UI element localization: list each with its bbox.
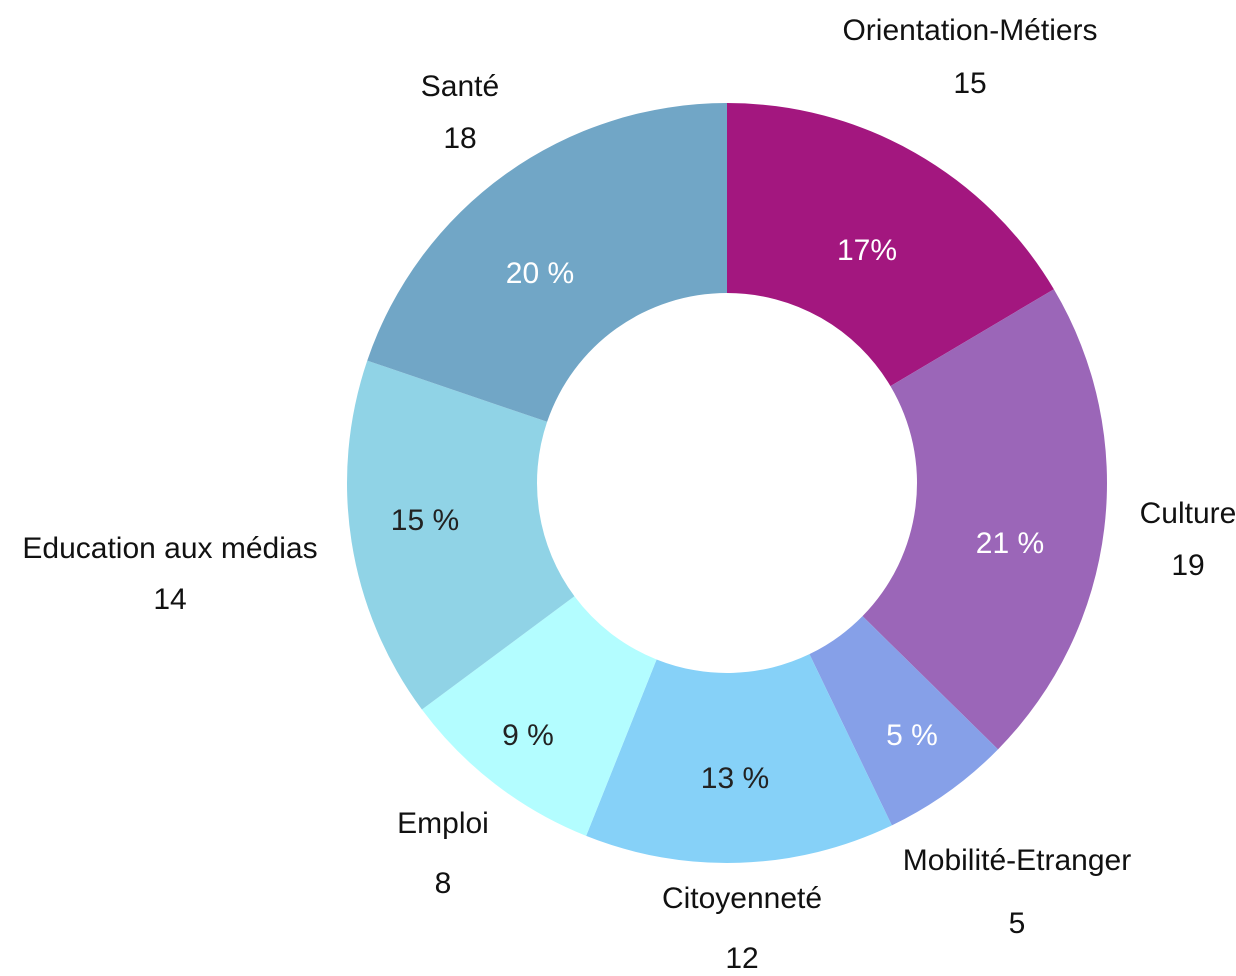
percent-label: 15 % [391,504,459,537]
category-label: Mobilité-Etranger [903,844,1131,877]
donut-slice [727,103,1054,387]
percent-label: 13 % [701,762,769,795]
donut-slice [809,616,999,826]
percent-label: 5 % [886,719,938,752]
percent-label: 17% [837,234,897,267]
category-label: Emploi [397,807,489,840]
value-label: 8 [435,867,452,900]
percent-label: 9 % [502,719,554,752]
donut-slice [367,103,727,422]
percent-label: 20 % [506,257,574,290]
category-label: Citoyenneté [662,882,822,915]
category-label: Orientation-Métiers [842,14,1097,47]
value-label: 15 [953,67,986,100]
category-label: Education aux médias [22,532,317,565]
value-label: 5 [1009,907,1026,940]
donut-slice [347,360,575,710]
donut-slice [421,596,657,836]
value-label: 19 [1171,549,1204,582]
donut-slice [862,289,1107,750]
value-label: 14 [153,583,186,616]
value-label: 18 [443,122,476,155]
donut-slice [586,654,892,863]
value-label: 12 [725,942,758,975]
category-label: Culture [1140,497,1236,530]
percent-label: 21 % [976,527,1044,560]
category-label: Santé [421,70,499,103]
